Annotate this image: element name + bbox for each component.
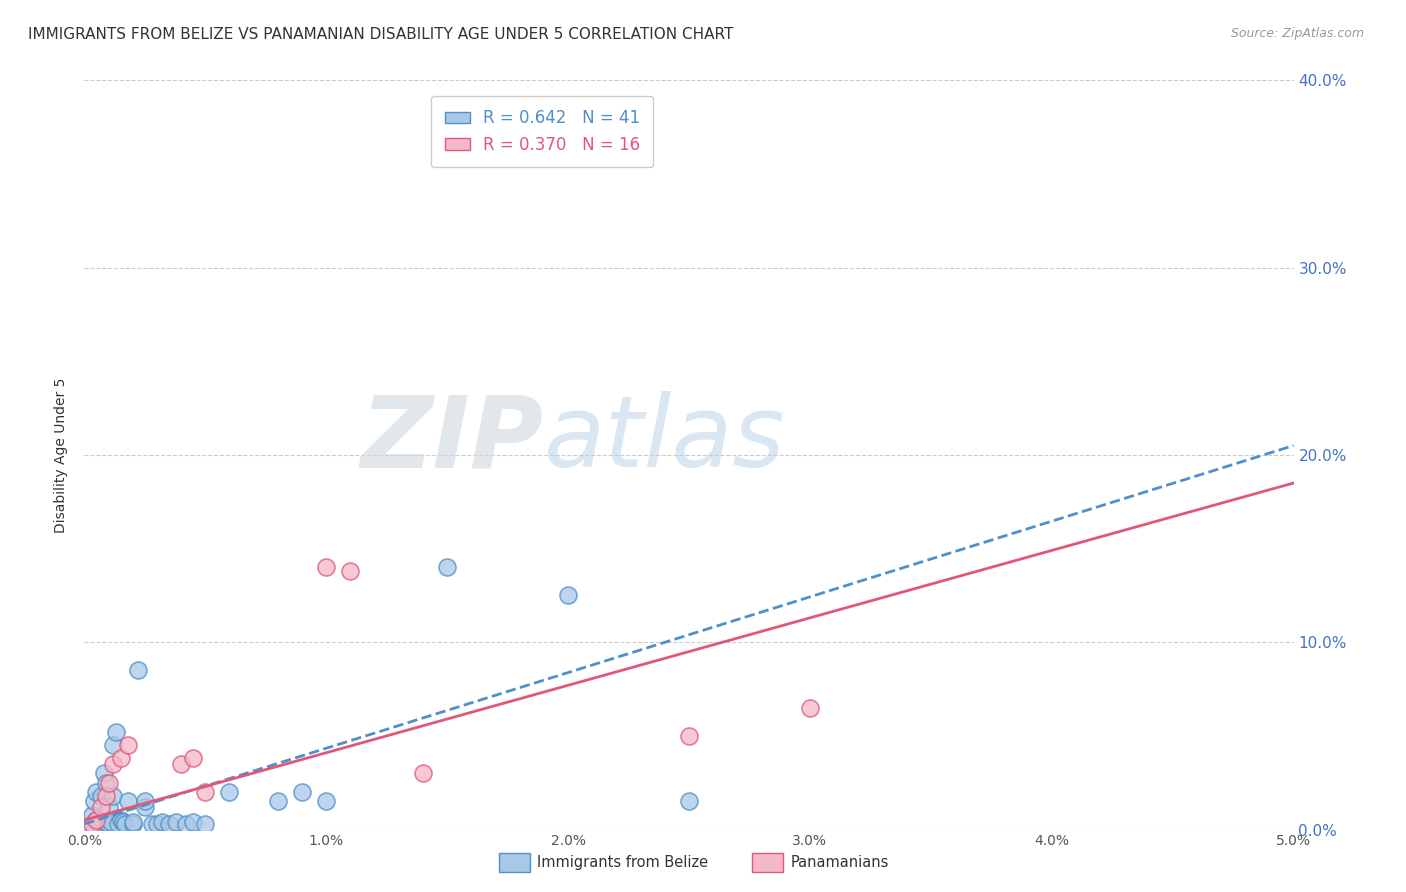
Point <box>97 800 120 814</box>
Text: Source: ZipAtlas.com: Source: ZipAtlas.com <box>1230 27 1364 40</box>
Point <box>80 807 103 822</box>
Y-axis label: Disability Age Under 5: Disability Age Under 5 <box>55 377 69 533</box>
Text: IMMIGRANTS FROM BELIZE VS PANAMANIAN DISABILITY AGE UNDER 5 CORRELATION CHART: IMMIGRANTS FROM BELIZE VS PANAMANIAN DIS… <box>28 27 734 42</box>
Point <box>114 817 136 831</box>
Point <box>80 817 103 831</box>
Point <box>100 815 122 830</box>
Point <box>218 785 240 799</box>
Point <box>121 815 143 830</box>
Point <box>267 795 290 809</box>
Point <box>134 800 156 814</box>
Point <box>181 815 204 830</box>
Point <box>93 766 115 780</box>
Point <box>146 817 169 831</box>
Point <box>90 800 112 814</box>
Point <box>678 729 700 743</box>
Point <box>174 817 197 831</box>
Point <box>339 564 361 578</box>
Point <box>150 815 173 830</box>
Point <box>678 795 700 809</box>
Point <box>97 817 120 831</box>
Text: ZIP: ZIP <box>361 392 544 489</box>
Point <box>121 817 143 831</box>
Point <box>94 789 117 803</box>
Point <box>194 817 217 831</box>
Legend: R = 0.642   N = 41, R = 0.370   N = 16: R = 0.642 N = 41, R = 0.370 N = 16 <box>432 96 654 167</box>
Text: atlas: atlas <box>544 392 786 489</box>
Point <box>412 766 434 780</box>
Point <box>103 739 125 753</box>
Point <box>157 817 180 831</box>
Point <box>83 795 105 809</box>
Point <box>86 814 108 828</box>
Point <box>799 701 821 715</box>
Point <box>97 776 120 790</box>
Point <box>103 789 125 803</box>
Point <box>94 776 117 790</box>
Point <box>181 751 204 765</box>
Point <box>86 814 108 828</box>
Point <box>117 739 139 753</box>
Point <box>87 817 110 831</box>
Text: Panamanians: Panamanians <box>790 855 889 870</box>
Point <box>93 815 115 830</box>
Point <box>141 817 163 831</box>
Point <box>170 756 193 771</box>
Point <box>104 725 127 739</box>
Point <box>90 789 112 803</box>
Point <box>194 785 217 799</box>
Text: Immigrants from Belize: Immigrants from Belize <box>537 855 709 870</box>
Point <box>112 815 135 830</box>
Point <box>315 560 337 574</box>
Point <box>127 664 149 678</box>
Point <box>134 795 156 809</box>
Point <box>103 756 125 771</box>
Point <box>110 751 132 765</box>
Point <box>291 785 314 799</box>
Point <box>107 817 129 831</box>
Point <box>110 814 132 828</box>
Point <box>436 560 458 574</box>
Point <box>557 589 579 603</box>
Point <box>77 819 100 833</box>
Point <box>117 795 139 809</box>
Point <box>165 815 187 830</box>
Point <box>86 785 108 799</box>
Point <box>315 795 337 809</box>
